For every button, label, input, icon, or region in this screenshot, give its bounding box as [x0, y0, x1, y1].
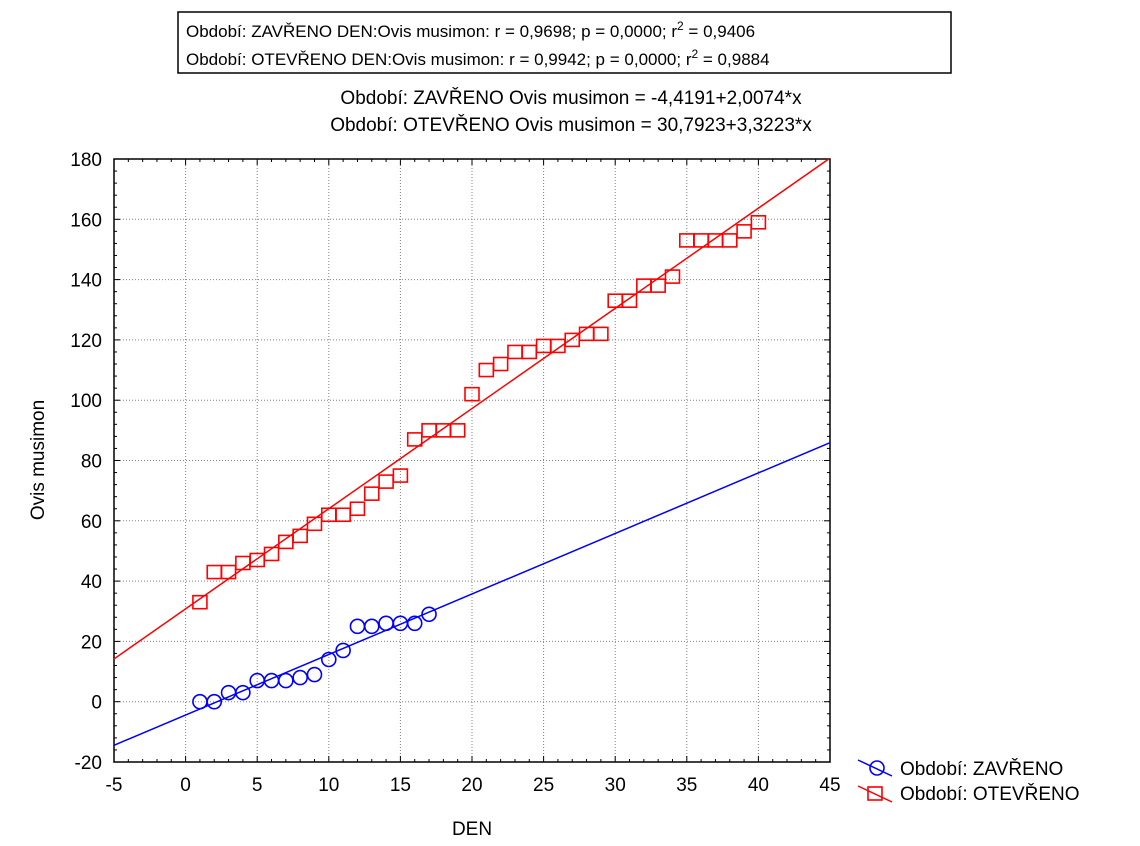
y-tick-label: 80	[81, 452, 102, 473]
x-tick-label: 15	[390, 775, 411, 796]
point-otevreno	[621, 293, 638, 309]
point-otevreno	[650, 278, 666, 293]
point-otevreno	[721, 233, 738, 248]
y-tick-label: 180	[70, 150, 102, 171]
x-tick-label: 45	[819, 775, 840, 796]
regression-line-otevreno	[113, 158, 830, 660]
x-tick-labels: -5 0 5 10 15 20 25 30 35 40 45	[106, 775, 841, 796]
y-tick-label: 40	[81, 572, 102, 593]
equation-otevreno: Období: OTEVŘENO Ovis musimon = 30,7923+…	[330, 114, 812, 136]
x-tick-label: 40	[748, 775, 769, 796]
x-axis-title: DEN	[452, 819, 492, 840]
point-otevreno	[449, 423, 466, 438]
axis-ticks	[113, 158, 831, 763]
x-tick-label: -5	[106, 775, 123, 796]
y-axis-title: Ovis musimon	[28, 400, 49, 520]
x-tick-label: 5	[252, 775, 263, 796]
legend-square-marker	[867, 786, 883, 801]
plot-area: -5 0 5 10 15 20 25 30 35 40 45 -20 0 20 40 60 80 100 120 1…	[70, 150, 840, 796]
regression-line-zavreno	[113, 441, 831, 746]
y-tick-label: 100	[70, 391, 102, 412]
legend-item-otevreno: Období: OTEVŘENO	[857, 783, 1080, 805]
y-tick-label: -20	[75, 753, 102, 774]
y-tick-label: 60	[81, 512, 102, 533]
point-zavreno	[421, 606, 437, 623]
y-tick-label: 0	[91, 693, 102, 714]
y-tick-label: 20	[81, 632, 102, 653]
point-otevreno	[492, 356, 509, 372]
point-otevreno	[263, 546, 280, 562]
point-zavreno	[335, 642, 351, 659]
y-tick-label: 120	[70, 331, 102, 352]
point-zavreno	[206, 693, 223, 710]
legend-item-zavreno: Období: ZAVŘENO	[857, 758, 1063, 780]
legend: Období: ZAVŘENO Období: OTEVŘENO	[857, 758, 1080, 805]
x-tick-label: 20	[461, 775, 482, 796]
x-tick-label: 25	[533, 775, 554, 796]
stats-line-0: Období: ZAVŘENO DEN:Ovis musimon: r = 0,…	[186, 19, 755, 41]
equation-zavreno: Období: ZAVŘENO Ovis musimon = -4,4191+2…	[340, 87, 802, 109]
point-otevreno	[349, 501, 366, 517]
point-zavreno	[235, 684, 251, 701]
point-otevreno	[736, 224, 752, 239]
legend-label-otevreno: Období: OTEVŘENO	[900, 783, 1080, 805]
point-otevreno	[306, 516, 323, 532]
point-otevreno	[363, 486, 380, 501]
point-otevreno	[406, 432, 423, 447]
data-points	[192, 215, 767, 710]
point-otevreno	[220, 564, 237, 580]
stats-line-1: Období: OTEVŘENO DEN:Ovis musimon: r = 0…	[186, 47, 770, 69]
point-zavreno	[320, 651, 337, 668]
x-tick-label: 30	[605, 775, 626, 796]
point-otevreno	[292, 528, 308, 544]
point-zavreno	[363, 618, 380, 635]
point-zavreno	[292, 669, 308, 686]
y-tick-labels: -20 0 20 40 60 80 100 120 140 160 180	[70, 150, 102, 774]
regression-lines	[113, 158, 831, 746]
point-zavreno	[306, 666, 323, 683]
point-otevreno	[593, 326, 609, 342]
y-tick-label: 140	[70, 271, 102, 292]
y-tick-label: 160	[70, 210, 102, 231]
x-tick-label: 0	[180, 775, 191, 796]
stats-box: Období: ZAVŘENO DEN:Ovis musimon: r = 0,…	[177, 11, 952, 74]
x-tick-label: 10	[318, 775, 339, 796]
point-otevreno	[392, 468, 409, 483]
point-otevreno	[664, 269, 681, 284]
x-tick-label: 35	[676, 775, 697, 796]
point-otevreno	[192, 594, 208, 610]
point-zavreno	[406, 615, 423, 632]
point-otevreno	[464, 386, 480, 402]
point-zavreno	[278, 672, 294, 689]
legend-label-zavreno: Období: ZAVŘENO	[900, 758, 1063, 780]
point-otevreno	[750, 215, 767, 230]
legend-circle-marker	[869, 760, 885, 776]
